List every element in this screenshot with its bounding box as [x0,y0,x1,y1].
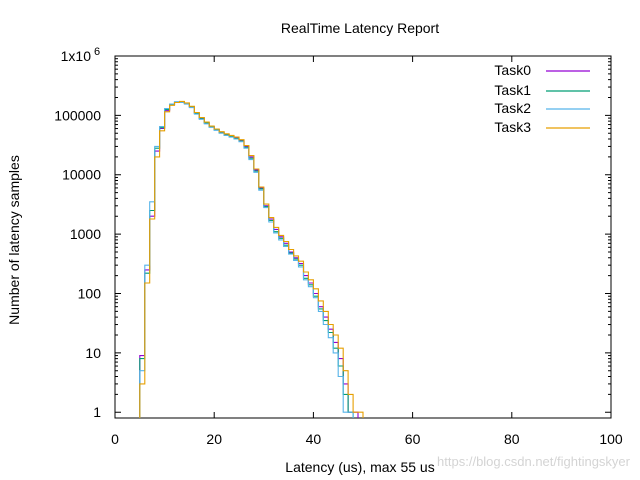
y-tick-label: 10000 [62,167,101,183]
y-tick-label: 1000 [70,226,101,242]
x-tick-label: 60 [405,431,421,447]
y-tick-label: 100000 [54,107,101,123]
y-tick-label: 1x10 [61,48,92,64]
x-axis-ticks: 0 20 40 60 80 100 [111,56,623,447]
watermark-text: https://blog.csdn.net/fightingskyer [437,454,631,469]
series-line-task2 [139,101,354,418]
x-tick-label: 0 [111,431,119,447]
y-tick-label: 10 [85,345,101,361]
plot-frame [114,55,612,419]
legend-label-task2: Task2 [494,100,531,116]
x-axis-label: Latency (us), max 55 us [285,459,434,475]
legend-label-task1: Task1 [494,82,531,98]
y-tick-label: 100 [78,285,102,301]
legend-label-task3: Task3 [494,119,531,135]
legend: Task0 Task1 Task2 Task3 [494,62,590,135]
y-axis-ticks: 1 10 100 1000 10000 100000 1x10 6 [54,46,611,420]
series-line-task1 [139,101,354,418]
x-tick-label: 40 [306,431,322,447]
y-axis-label: Number of latency samples [6,155,22,325]
series-line-task3 [139,100,364,418]
x-tick-label: 100 [599,431,623,447]
x-tick-label: 80 [504,431,520,447]
y-tick-exponent: 6 [94,46,100,58]
series-layer [139,100,364,418]
chart-title: RealTime Latency Report [281,20,439,36]
y-tick-label: 1 [93,404,101,420]
legend-label-task0: Task0 [494,62,531,78]
x-tick-label: 20 [206,431,222,447]
